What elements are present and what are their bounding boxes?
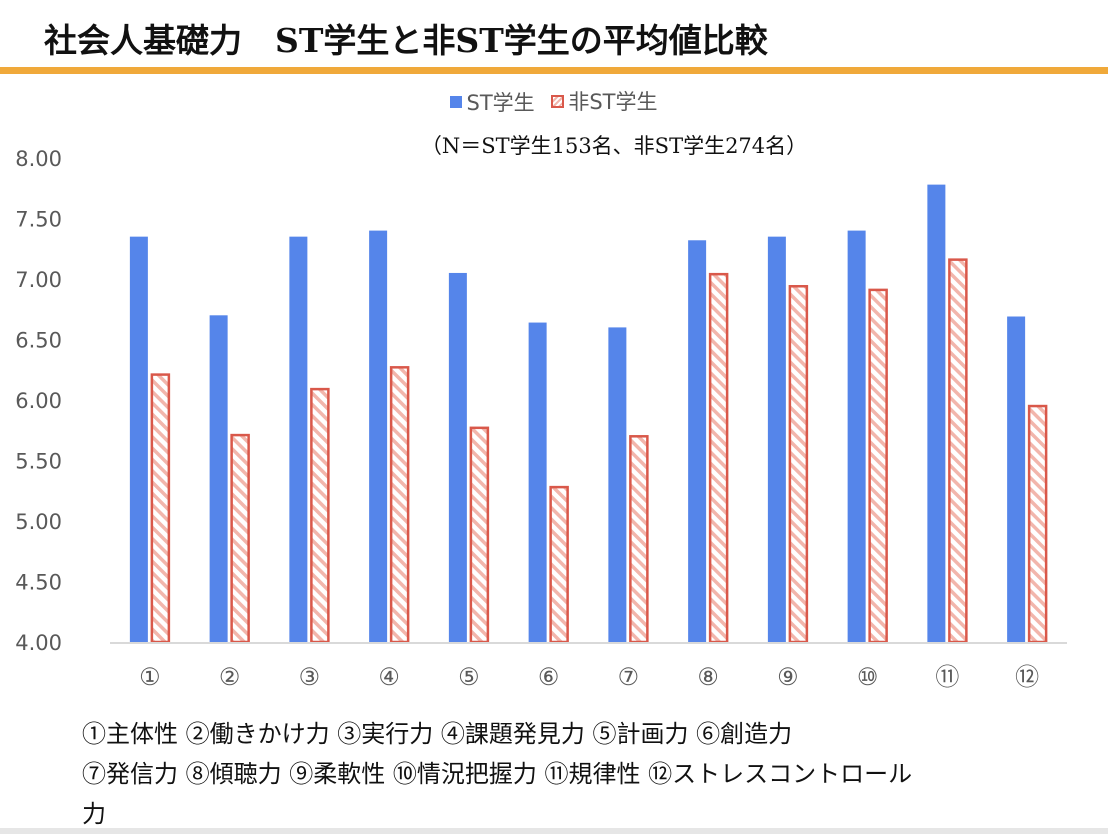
- y-tick-label: 5.50: [15, 450, 62, 474]
- y-tick-label: 4.00: [15, 631, 62, 655]
- bar-st-5[interactable]: [448, 272, 467, 642]
- y-axis: 4.00 4.50 5.00 5.50 6.00 6.50 7.00 7.50 8.00: [15, 147, 62, 655]
- x-tick-label: ⑥: [538, 663, 560, 691]
- x-tick-label: ⑫: [1015, 663, 1039, 691]
- legend-label-non-st: 非ST学生: [568, 90, 658, 114]
- bar-st-6[interactable]: [528, 322, 547, 642]
- legend-label-st: ST学生: [466, 90, 535, 115]
- y-tick-label: 7.00: [15, 268, 62, 292]
- x-tick-label: ②: [219, 663, 241, 691]
- bar-non-st-11[interactable]: [948, 258, 968, 644]
- bar-non-st-7[interactable]: [629, 435, 649, 644]
- bar-st-10[interactable]: [847, 230, 866, 642]
- chart-subtitle: （N＝ST学生153名、非ST学生274名）: [420, 134, 808, 158]
- legend-item-st[interactable]: ST学生: [450, 87, 535, 117]
- bar-non-st-6[interactable]: [549, 485, 569, 644]
- bar-st-4[interactable]: [369, 230, 388, 642]
- x-tick-label: ⑨: [777, 663, 799, 691]
- x-tick-label: ①: [139, 663, 161, 691]
- legend-swatch-st: [450, 95, 463, 108]
- bar-non-st-3[interactable]: [310, 387, 330, 644]
- legend-item-non-st[interactable]: 非ST学生: [551, 86, 658, 116]
- x-tick-label: ⑤: [458, 663, 480, 691]
- y-tick-label: 5.00: [15, 510, 62, 534]
- title-underline: [0, 67, 1108, 74]
- x-tick-label: ⑩: [857, 663, 879, 691]
- bar-st-3[interactable]: [289, 236, 308, 642]
- x-tick-label: ⑦: [618, 663, 640, 691]
- bar-non-st-10[interactable]: [868, 288, 888, 644]
- y-tick-label: 8.00: [15, 147, 62, 171]
- y-tick-label: 7.50: [15, 208, 62, 232]
- x-axis: ① ② ③ ④ ⑤ ⑥ ⑦ ⑧ ⑨ ⑩ ⑪ ⑫: [139, 663, 1039, 691]
- x-tick-label: ④: [378, 663, 400, 691]
- category-legend-note: ①主体性 ②働きかけ力 ③実行力 ④課題発見力 ⑤計画力 ⑥創造力 ⑦発信力 ⑧…: [82, 714, 1062, 834]
- y-tick-label: 6.50: [15, 329, 62, 353]
- bar-non-st-2[interactable]: [230, 433, 250, 644]
- page-title: 社会人基礎力 ST学生と非ST学生の平均値比較: [44, 21, 768, 60]
- x-tick-label: ⑪: [935, 663, 959, 691]
- bar-st-9[interactable]: [767, 236, 786, 642]
- bar-non-st-12[interactable]: [1027, 404, 1048, 644]
- bar-st-8[interactable]: [688, 240, 707, 642]
- bar-non-st-5[interactable]: [469, 426, 490, 644]
- bar-chart: 4.00 4.50 5.00 5.50 6.00 6.50 7.00 7.50 8.00 ① ② ③…: [15, 147, 1067, 691]
- bar-st-2[interactable]: [209, 315, 228, 642]
- x-tick-label: ⑧: [697, 663, 719, 691]
- y-tick-label: 4.50: [15, 571, 62, 595]
- bar-non-st-9[interactable]: [788, 285, 809, 644]
- x-tick-label: ③: [299, 663, 321, 691]
- chart-legend: ST学生 非ST学生: [0, 86, 1108, 117]
- bar-st-1[interactable]: [129, 236, 148, 642]
- bar-st-11[interactable]: [927, 184, 946, 642]
- bar-st-7[interactable]: [608, 327, 627, 642]
- legend-swatch-non-st: [551, 94, 565, 108]
- footnote-line-1: ①主体性 ②働きかけ力 ③実行力 ④課題発見力 ⑤計画力 ⑥創造力: [82, 720, 793, 748]
- bar-non-st-1[interactable]: [150, 373, 171, 644]
- bars: [129, 184, 1048, 644]
- footnote-line-2: ⑦発信力 ⑧傾聴力 ⑨柔軟性 ⑩情況把握力 ⑪規律性 ⑫ストレスコントロール: [82, 760, 913, 788]
- y-tick-label: 6.00: [15, 389, 62, 413]
- footnote-line-3: 力: [82, 800, 106, 828]
- page-bottom-edge: [0, 828, 1108, 834]
- bar-non-st-8[interactable]: [708, 272, 729, 644]
- bar-st-12[interactable]: [1007, 316, 1026, 642]
- bar-non-st-4[interactable]: [389, 366, 410, 644]
